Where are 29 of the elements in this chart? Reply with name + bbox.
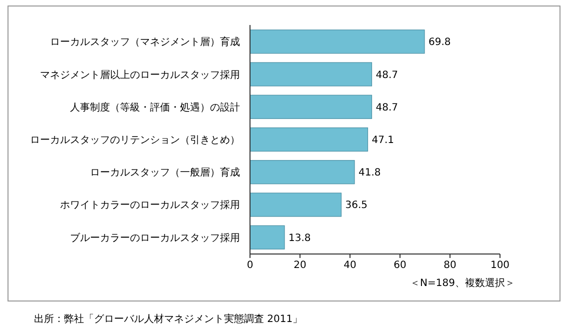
- bar: [250, 192, 342, 217]
- bar: [250, 160, 355, 184]
- bar: [250, 94, 372, 119]
- data-label: 69.8: [428, 37, 451, 48]
- x-tick-label: 40: [344, 260, 356, 271]
- y-tick-label: ホワイトカラーのローカルスタッフ採用: [60, 199, 240, 212]
- data-label: 41.8: [358, 168, 381, 179]
- y-tick-label: ローカルスタッフのリテンション（引きとめ）: [30, 135, 240, 146]
- bar: [250, 30, 425, 54]
- y-tick-label: ブルーカラーのローカルスタッフ採用: [70, 232, 240, 244]
- bar: [250, 62, 372, 86]
- data-label: 13.8: [288, 232, 311, 244]
- data-label: 48.7: [376, 70, 398, 81]
- x-tick-label: 100: [490, 260, 510, 271]
- y-tick-label: 人事制度（等級・評価・処遇）の設計: [70, 101, 240, 114]
- data-label: 36.5: [345, 200, 368, 212]
- x-tick-label: 20: [294, 260, 306, 271]
- text: ＜N=189、複数選択＞: [410, 277, 515, 289]
- x-tick-label: 80: [444, 260, 456, 271]
- x-tick-label: 0: [246, 260, 254, 271]
- data-label: 47.1: [372, 135, 394, 146]
- text: 出所：弊社「グローバル人材マネジメント実態調査 2011」: [34, 313, 303, 325]
- x-tick-label: 60: [394, 260, 406, 271]
- bar: [250, 127, 368, 152]
- bar: [250, 225, 285, 250]
- data-label: 48.7: [376, 102, 398, 114]
- y-tick-label: マネジメント層以上のローカルスタッフ採用: [40, 68, 240, 81]
- y-tick-label: ローカルスタッフ（一般層）育成: [90, 166, 240, 179]
- y-tick-label: ローカルスタッフ（マネジメント層）育成: [50, 36, 240, 48]
